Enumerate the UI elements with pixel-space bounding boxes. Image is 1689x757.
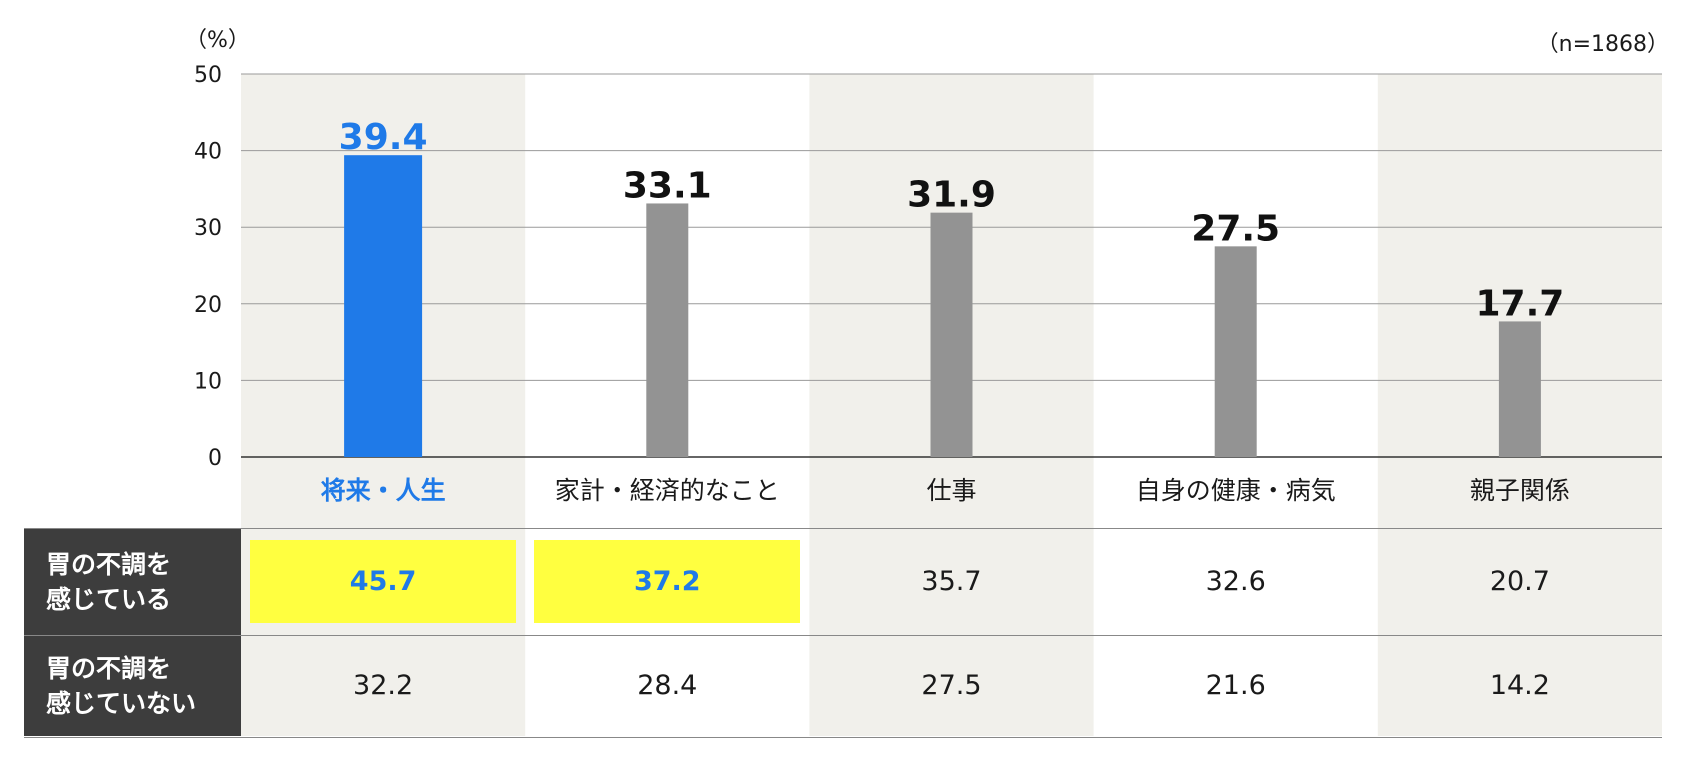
bar-value-label: 33.1	[623, 165, 712, 206]
y-tick-label: 30	[194, 216, 222, 241]
table-cell: 45.7	[250, 540, 517, 623]
bar-value-label: 39.4	[339, 117, 428, 158]
bars	[344, 155, 1541, 458]
category-label: 親子関係	[1470, 476, 1570, 505]
category-label: 自身の健康・病気	[1136, 476, 1336, 505]
bar	[1498, 321, 1541, 457]
category-label: 家計・経済的なこと	[555, 476, 780, 505]
category-label: 将来・人生	[321, 476, 446, 505]
bar-value-label: 17.7	[1475, 283, 1564, 324]
bar	[930, 212, 973, 457]
table-cell: 21.6	[1205, 670, 1266, 701]
bar	[344, 155, 423, 458]
table-rule	[24, 528, 1662, 529]
table-rule	[24, 737, 1662, 738]
unit-label: （%）	[185, 28, 250, 53]
bar-value-label: 27.5	[1191, 208, 1280, 249]
y-axis-ticks: 0 10 20 30 40 50	[194, 63, 222, 471]
table-rule	[24, 635, 1662, 636]
table-cell: 32.6	[1205, 566, 1266, 597]
table-cell: 32.2	[353, 670, 414, 701]
y-tick-label: 40	[194, 140, 222, 165]
y-tick-label: 20	[194, 293, 222, 318]
bar-value-label: 31.9	[907, 175, 996, 216]
table-cell: 27.5	[921, 670, 982, 701]
bar	[1214, 246, 1257, 457]
row-header: 胃の不調を 感じている	[24, 528, 241, 635]
sample-size-label: （n=1868）	[1536, 32, 1669, 57]
y-tick-label: 10	[194, 369, 222, 394]
bar	[646, 203, 689, 457]
table-cell: 14.2	[1489, 670, 1550, 701]
row-header: 胃の不調を 感じていない	[24, 635, 241, 736]
y-tick-label: 50	[194, 63, 222, 88]
table-cell: 35.7	[921, 566, 982, 597]
value-labels: 39.4 33.1 31.9 27.5 17.7	[339, 117, 1565, 324]
y-tick-label: 0	[208, 446, 222, 471]
table-cell: 37.2	[534, 540, 801, 623]
table-cell: 28.4	[637, 670, 698, 701]
category-labels: 将来・人生 家計・経済的なこと 仕事 自身の健康・病気 親子関係	[321, 476, 1570, 505]
table-cell: 20.7	[1489, 566, 1550, 597]
category-label: 仕事	[926, 476, 976, 505]
